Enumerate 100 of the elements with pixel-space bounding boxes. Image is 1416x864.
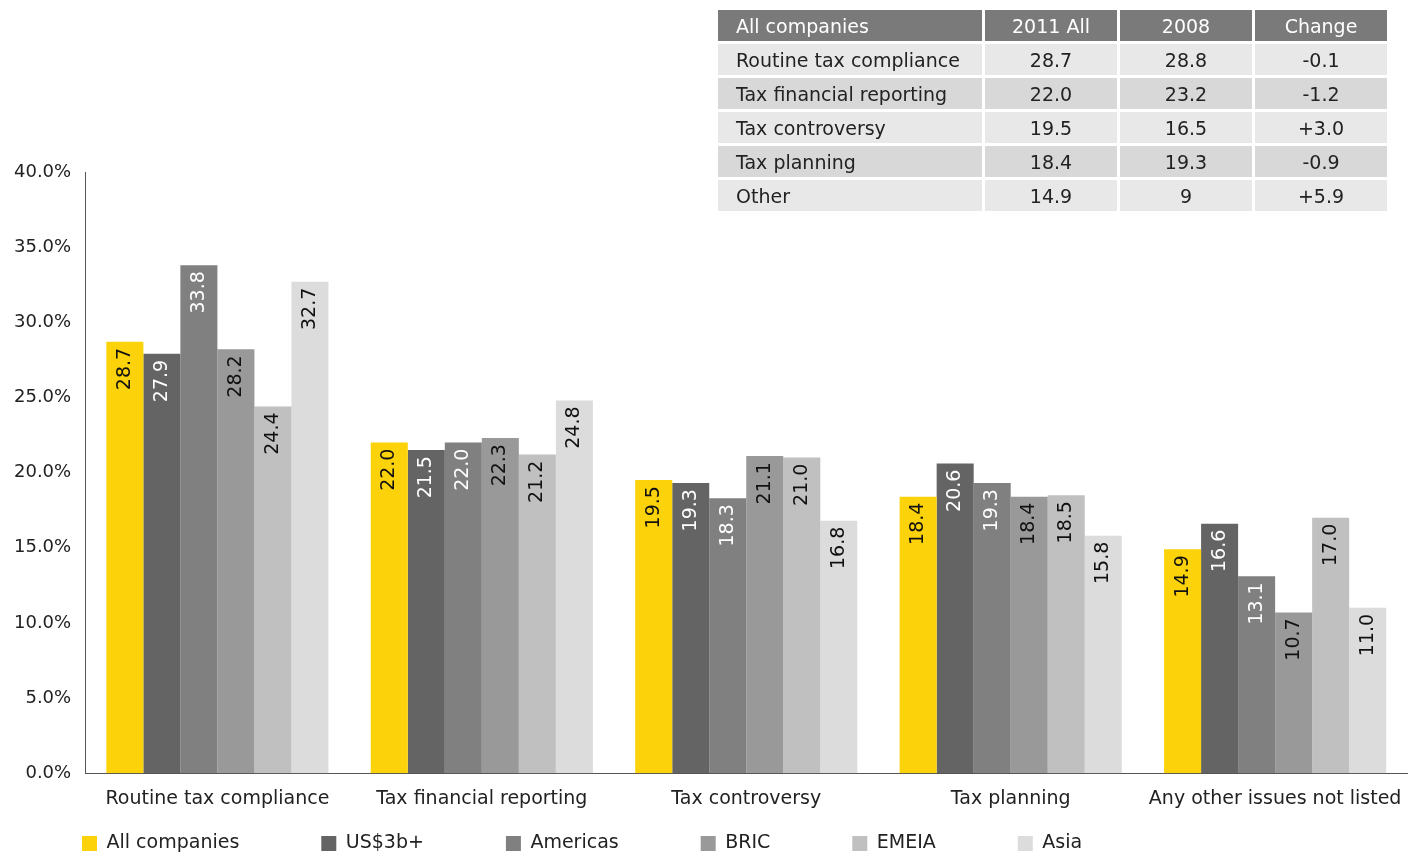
- text: 20.6: [942, 469, 965, 512]
- annotation: 19.3: [677, 489, 700, 532]
- x-tick-label: Tax planning: [949, 785, 1071, 808]
- text: 2008: [1161, 14, 1211, 37]
- legend-label: BRIC: [725, 830, 771, 853]
- bar: [217, 349, 255, 774]
- annotation: 22.0: [376, 448, 399, 491]
- bar: [370, 442, 408, 774]
- annotation: 9: [1120, 180, 1252, 211]
- text: Tax financial reporting: [736, 82, 948, 105]
- text: 22.0: [1029, 82, 1073, 105]
- text: -1.2: [1302, 82, 1340, 105]
- text: 14.9: [1029, 184, 1073, 207]
- bar: [1010, 496, 1048, 774]
- x-tick-label: Any other issues not listed: [1148, 785, 1402, 808]
- text: 13.1: [1243, 582, 1266, 625]
- text: 32.7: [296, 287, 319, 331]
- text: 19.5: [1029, 116, 1073, 139]
- bar: [444, 442, 482, 774]
- text: Tax controversy: [736, 116, 886, 139]
- text: 2011 All: [1012, 14, 1090, 37]
- bar: [1164, 549, 1202, 774]
- text: 16.5: [1164, 116, 1208, 139]
- text: 22.0: [450, 448, 473, 491]
- bar: [783, 457, 821, 774]
- legend-label: EMEIA: [876, 830, 936, 853]
- annotation: Tax planning: [718, 146, 982, 177]
- bar: [1238, 576, 1276, 774]
- text: All companies: [736, 14, 869, 37]
- bar: [143, 353, 181, 774]
- text: 18.3: [714, 504, 737, 547]
- text: 19.3: [979, 489, 1002, 532]
- bar: [936, 463, 974, 774]
- bar: [254, 406, 292, 774]
- text: +3.0: [1297, 116, 1345, 139]
- bar: [1349, 607, 1387, 774]
- y-tick-label: 10.0%: [13, 610, 72, 632]
- text: 18.4: [1029, 150, 1073, 173]
- annotation: +5.9: [1255, 180, 1387, 211]
- annotation: 18.4: [905, 502, 928, 545]
- text: 11.0: [1354, 613, 1377, 657]
- bar: [518, 454, 556, 774]
- bar: [555, 400, 593, 774]
- legend-label: All companies: [106, 830, 240, 853]
- y-tick-label: 40.0%: [13, 159, 72, 181]
- text: 10.7: [1280, 618, 1303, 661]
- annotation: Other: [718, 180, 982, 211]
- bar: [746, 456, 784, 774]
- bar: [1084, 535, 1122, 774]
- text: 33.8: [185, 271, 208, 314]
- bar: [407, 450, 445, 774]
- bar: [899, 496, 937, 774]
- legend-label: Asia: [1042, 830, 1083, 853]
- y-tick-label: 5.0%: [25, 685, 72, 707]
- text: 21.0: [788, 463, 811, 506]
- annotation: -0.9: [1255, 146, 1387, 177]
- bar: [1047, 495, 1085, 774]
- bar: [1312, 517, 1350, 774]
- annotation: 19.5: [640, 486, 663, 529]
- y-tick-label: 20.0%: [13, 460, 72, 482]
- text: 17.0: [1317, 523, 1340, 566]
- annotation: 14.9: [1169, 555, 1192, 598]
- y-tick-label: 35.0%: [13, 234, 72, 256]
- legend-label: US$3b+: [345, 830, 424, 853]
- text: 21.2: [524, 460, 547, 503]
- text: 28.8: [1164, 48, 1208, 71]
- text: 28.7: [1029, 48, 1073, 71]
- text: 28.2: [222, 355, 245, 398]
- bar: [180, 265, 218, 774]
- bar: [709, 498, 747, 774]
- text: 15.8: [1090, 541, 1113, 585]
- text: 16.6: [1206, 529, 1229, 573]
- text: 18.4: [1016, 502, 1039, 545]
- text: 19.3: [1164, 150, 1208, 173]
- text: 16.8: [825, 526, 848, 570]
- bar: [291, 281, 329, 774]
- legend-label: Americas: [530, 830, 619, 853]
- x-tick-label: Tax controversy: [670, 785, 822, 808]
- text: 24.4: [259, 412, 282, 455]
- x-tick-label: Tax financial reporting: [375, 785, 588, 808]
- y-tick-label: 25.0%: [13, 385, 72, 407]
- annotation: 28.7: [111, 347, 134, 391]
- bar: [1201, 523, 1239, 774]
- y-tick-label: 15.0%: [13, 535, 72, 557]
- bar: [820, 520, 858, 774]
- bar: [106, 341, 144, 774]
- bar: [481, 438, 519, 774]
- text: -0.1: [1302, 48, 1340, 71]
- bar: [973, 483, 1011, 774]
- text: 27.9: [148, 359, 171, 403]
- text: Routine tax compliance: [736, 48, 960, 71]
- bar: [635, 480, 673, 774]
- y-tick-label: 0.0%: [25, 760, 72, 782]
- text: 18.5: [1053, 501, 1076, 544]
- bar: [1275, 612, 1313, 774]
- x-tick-label: Routine tax compliance: [105, 785, 330, 808]
- text: 22.3: [487, 444, 510, 487]
- text: 23.2: [1164, 82, 1208, 105]
- text: 21.5: [413, 456, 436, 499]
- y-tick-label: 30.0%: [13, 309, 72, 331]
